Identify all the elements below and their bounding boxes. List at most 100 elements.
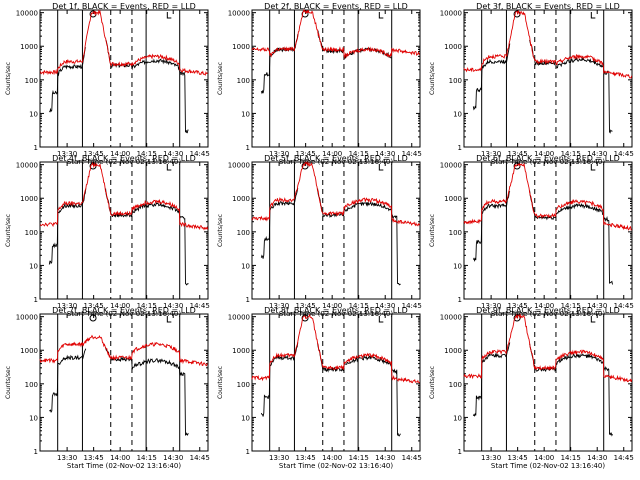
x-tick-label: 13:30 — [269, 454, 289, 462]
y-tick-label: 1 — [246, 144, 250, 152]
lld-series-line — [39, 334, 208, 367]
y-tick-label: 100 — [449, 77, 462, 85]
attenuator-marker — [378, 164, 384, 171]
lld-series-line — [39, 9, 208, 76]
y-axis-label: Counts/sec — [217, 366, 224, 399]
x-tick-label: 14:15 — [349, 150, 369, 158]
y-tick-label: 100 — [25, 381, 38, 389]
plot-frame — [463, 161, 633, 300]
events-series-line — [472, 342, 613, 437]
y-tick-label: 100 — [237, 229, 250, 237]
x-tick-label: 14:45 — [402, 454, 422, 462]
x-tick-label: 14:30 — [587, 302, 607, 310]
x-tick-label: 13:30 — [481, 302, 501, 310]
x-tick-label: 13:30 — [481, 454, 501, 462]
y-tick-label: 1000 — [444, 195, 462, 203]
x-tick-label: 13:45 — [508, 454, 528, 462]
y-tick-label: 10000 — [440, 162, 462, 170]
detector-panel: Det 2f, BLACK = Events, RED = LLD 1 10 100 1… — [217, 2, 422, 166]
y-axis-label: Counts/sec — [429, 366, 436, 399]
y-tick-label: 1 — [458, 448, 462, 456]
x-tick-label: 13:30 — [57, 150, 77, 158]
x-tick-label: 14:45 — [402, 150, 422, 158]
y-tick-label: 10 — [453, 414, 462, 422]
y-tick-label: 10 — [29, 414, 38, 422]
events-series-line — [260, 30, 392, 95]
x-tick-label: 14:45 — [614, 454, 634, 462]
attenuator-marker — [590, 164, 596, 171]
x-tick-label: 14:45 — [190, 150, 210, 158]
attenuator-marker — [166, 316, 172, 323]
x-axis-label: Start Time (02-Nov-02 13:16:40) — [279, 462, 393, 470]
lld-series-line — [463, 313, 633, 383]
x-tick-label: 13:45 — [84, 454, 104, 462]
y-tick-label: 1000 — [20, 195, 38, 203]
plot-frame — [39, 9, 209, 148]
plot-frame — [251, 161, 421, 300]
x-tick-label: 14:15 — [137, 454, 157, 462]
detector-panel: Det 7f, BLACK = Events, RED = LLD 1 10 100 1… — [5, 306, 210, 470]
plot-frame — [39, 161, 209, 300]
y-tick-label: 1 — [34, 144, 38, 152]
y-tick-label: 1000 — [20, 43, 38, 51]
y-tick-label: 10 — [29, 110, 38, 118]
x-tick-label: 14:15 — [561, 454, 581, 462]
y-tick-label: 10000 — [16, 314, 38, 322]
lld-series-line — [251, 8, 421, 60]
plot-frame — [251, 9, 421, 148]
attenuator-marker — [166, 12, 172, 19]
x-tick-label: 14:30 — [587, 454, 607, 462]
detector-panel: Det 6f, BLACK = Events, RED = LLD 1 10 100 1… — [429, 154, 634, 318]
attenuator-marker — [166, 164, 172, 171]
panel-title: Det 7f, BLACK = Events, RED = LLD — [52, 306, 196, 315]
detector-panel: Det 9f, BLACK = Events, RED = LLD 1 10 100 1… — [429, 306, 634, 470]
x-tick-label: 14:30 — [375, 454, 395, 462]
y-tick-label: 10000 — [228, 10, 250, 18]
y-tick-label: 10000 — [440, 10, 462, 18]
plot-frame — [463, 9, 633, 148]
x-tick-label: 13:45 — [296, 302, 316, 310]
x-axis-label: Start Time (02-Nov-02 13:16:40) — [491, 462, 605, 470]
y-tick-label: 10000 — [228, 314, 250, 322]
lld-series-line — [251, 160, 421, 227]
y-tick-label: 10 — [241, 262, 250, 270]
y-tick-label: 1000 — [232, 43, 250, 51]
lld-series-line — [463, 162, 632, 231]
y-tick-label: 100 — [237, 381, 250, 389]
y-tick-label: 100 — [25, 229, 38, 237]
lld-series-line — [463, 9, 633, 79]
y-tick-label: 10000 — [440, 314, 462, 322]
x-tick-label: 14:45 — [190, 302, 210, 310]
panel-title: Det 6f, BLACK = Events, RED = LLD — [476, 154, 620, 163]
x-tick-label: 13:30 — [57, 454, 77, 462]
y-tick-label: 10000 — [16, 162, 38, 170]
detector-panel: Det 5f, BLACK = Events, RED = LLD 1 10 100 1… — [217, 154, 422, 318]
x-tick-label: 14:15 — [561, 150, 581, 158]
y-axis-label: Counts/sec — [5, 214, 12, 247]
y-tick-label: 1 — [246, 448, 250, 456]
attenuator-marker — [378, 316, 384, 323]
y-tick-label: 1 — [246, 296, 250, 304]
x-tick-label: 14:00 — [534, 454, 554, 462]
y-tick-label: 100 — [25, 77, 38, 85]
x-tick-label: 14:45 — [190, 454, 210, 462]
attenuator-marker — [378, 12, 384, 19]
x-tick-label: 13:30 — [481, 150, 501, 158]
y-tick-label: 10 — [241, 414, 250, 422]
attenuator-marker — [590, 316, 596, 323]
x-tick-label: 14:30 — [163, 150, 183, 158]
y-axis-label: Counts/sec — [5, 62, 12, 95]
attenuator-marker — [513, 314, 521, 322]
detector-panel: Det 1f, BLACK = Events, RED = LLD 1 10 100 1… — [5, 2, 210, 166]
y-axis-label: Counts/sec — [217, 214, 224, 247]
y-tick-label: 10000 — [16, 10, 38, 18]
x-tick-label: 14:45 — [614, 302, 634, 310]
plot-frame — [251, 313, 421, 452]
x-tick-label: 14:00 — [534, 150, 554, 158]
panel-title: Det 9f, BLACK = Events, RED = LLD — [476, 306, 620, 315]
y-tick-label: 1000 — [232, 195, 250, 203]
attenuator-marker — [89, 314, 97, 322]
x-tick-label: 14:00 — [322, 150, 342, 158]
x-tick-label: 14:00 — [110, 302, 130, 310]
